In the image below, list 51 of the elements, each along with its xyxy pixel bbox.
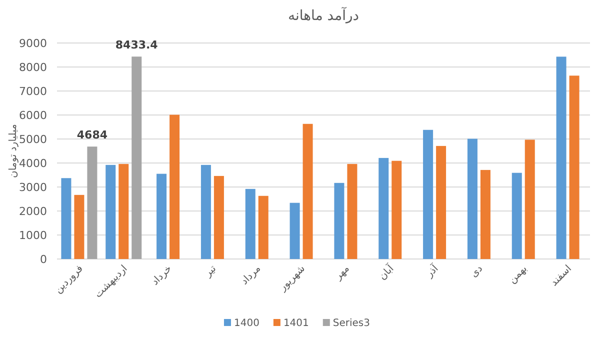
y-tick-label: 6000 bbox=[19, 109, 47, 122]
bar bbox=[480, 170, 490, 259]
bar bbox=[347, 164, 358, 259]
legend-label: 1400 bbox=[234, 318, 260, 329]
x-tick-label: شهریور bbox=[276, 263, 308, 294]
x-tick-label: تیر bbox=[202, 263, 219, 280]
y-tick-label: 4000 bbox=[19, 157, 47, 170]
x-tick-label: بهمن bbox=[507, 263, 530, 286]
y-tick-label: 5000 bbox=[19, 133, 47, 146]
legend-label: 1401 bbox=[283, 318, 309, 329]
y-tick-label: 0 bbox=[40, 253, 47, 266]
bar bbox=[132, 56, 142, 259]
x-tick-label: اسفند bbox=[548, 263, 574, 288]
y-tick-label: 1000 bbox=[19, 229, 47, 242]
x-tick-label: اردیبهشت bbox=[92, 263, 130, 300]
bar bbox=[302, 124, 313, 259]
bar bbox=[258, 196, 268, 259]
y-tick-label: 3000 bbox=[19, 181, 47, 194]
bar bbox=[156, 174, 167, 259]
x-tick-label: خرداد bbox=[150, 263, 174, 288]
legend-label: Series3 bbox=[332, 318, 370, 329]
bar bbox=[512, 172, 522, 259]
y-axis-title: میلیارد تومان bbox=[8, 124, 19, 178]
bar bbox=[200, 164, 211, 259]
bar bbox=[556, 56, 566, 259]
bar bbox=[245, 188, 256, 259]
x-tick-label: آذر bbox=[422, 261, 442, 280]
bar bbox=[170, 114, 180, 259]
x-tick-label: آبان bbox=[376, 261, 398, 282]
bar bbox=[214, 176, 224, 259]
bar bbox=[569, 76, 580, 259]
x-tick-label: مهر bbox=[332, 263, 352, 283]
bar bbox=[392, 160, 402, 259]
x-tick-label: فروردین bbox=[52, 263, 86, 296]
bar bbox=[334, 182, 344, 259]
bar bbox=[290, 202, 300, 259]
x-tick-label: دی bbox=[468, 263, 486, 280]
bar bbox=[378, 158, 389, 259]
bar bbox=[87, 146, 98, 259]
x-tick-label: مرداد bbox=[239, 263, 263, 288]
data-label: 4684 bbox=[76, 128, 108, 142]
bar bbox=[423, 130, 434, 259]
y-tick-label: 2000 bbox=[19, 205, 47, 218]
bar bbox=[524, 140, 535, 259]
bar bbox=[467, 138, 478, 259]
y-tick-label: 9000 bbox=[19, 37, 47, 50]
y-tick-label: 7000 bbox=[19, 85, 47, 98]
data-label: 8433.4 bbox=[115, 38, 158, 52]
chart-title: درآمد ماهانه bbox=[288, 6, 359, 24]
bar bbox=[436, 146, 446, 259]
y-tick-label: 8000 bbox=[19, 61, 47, 74]
